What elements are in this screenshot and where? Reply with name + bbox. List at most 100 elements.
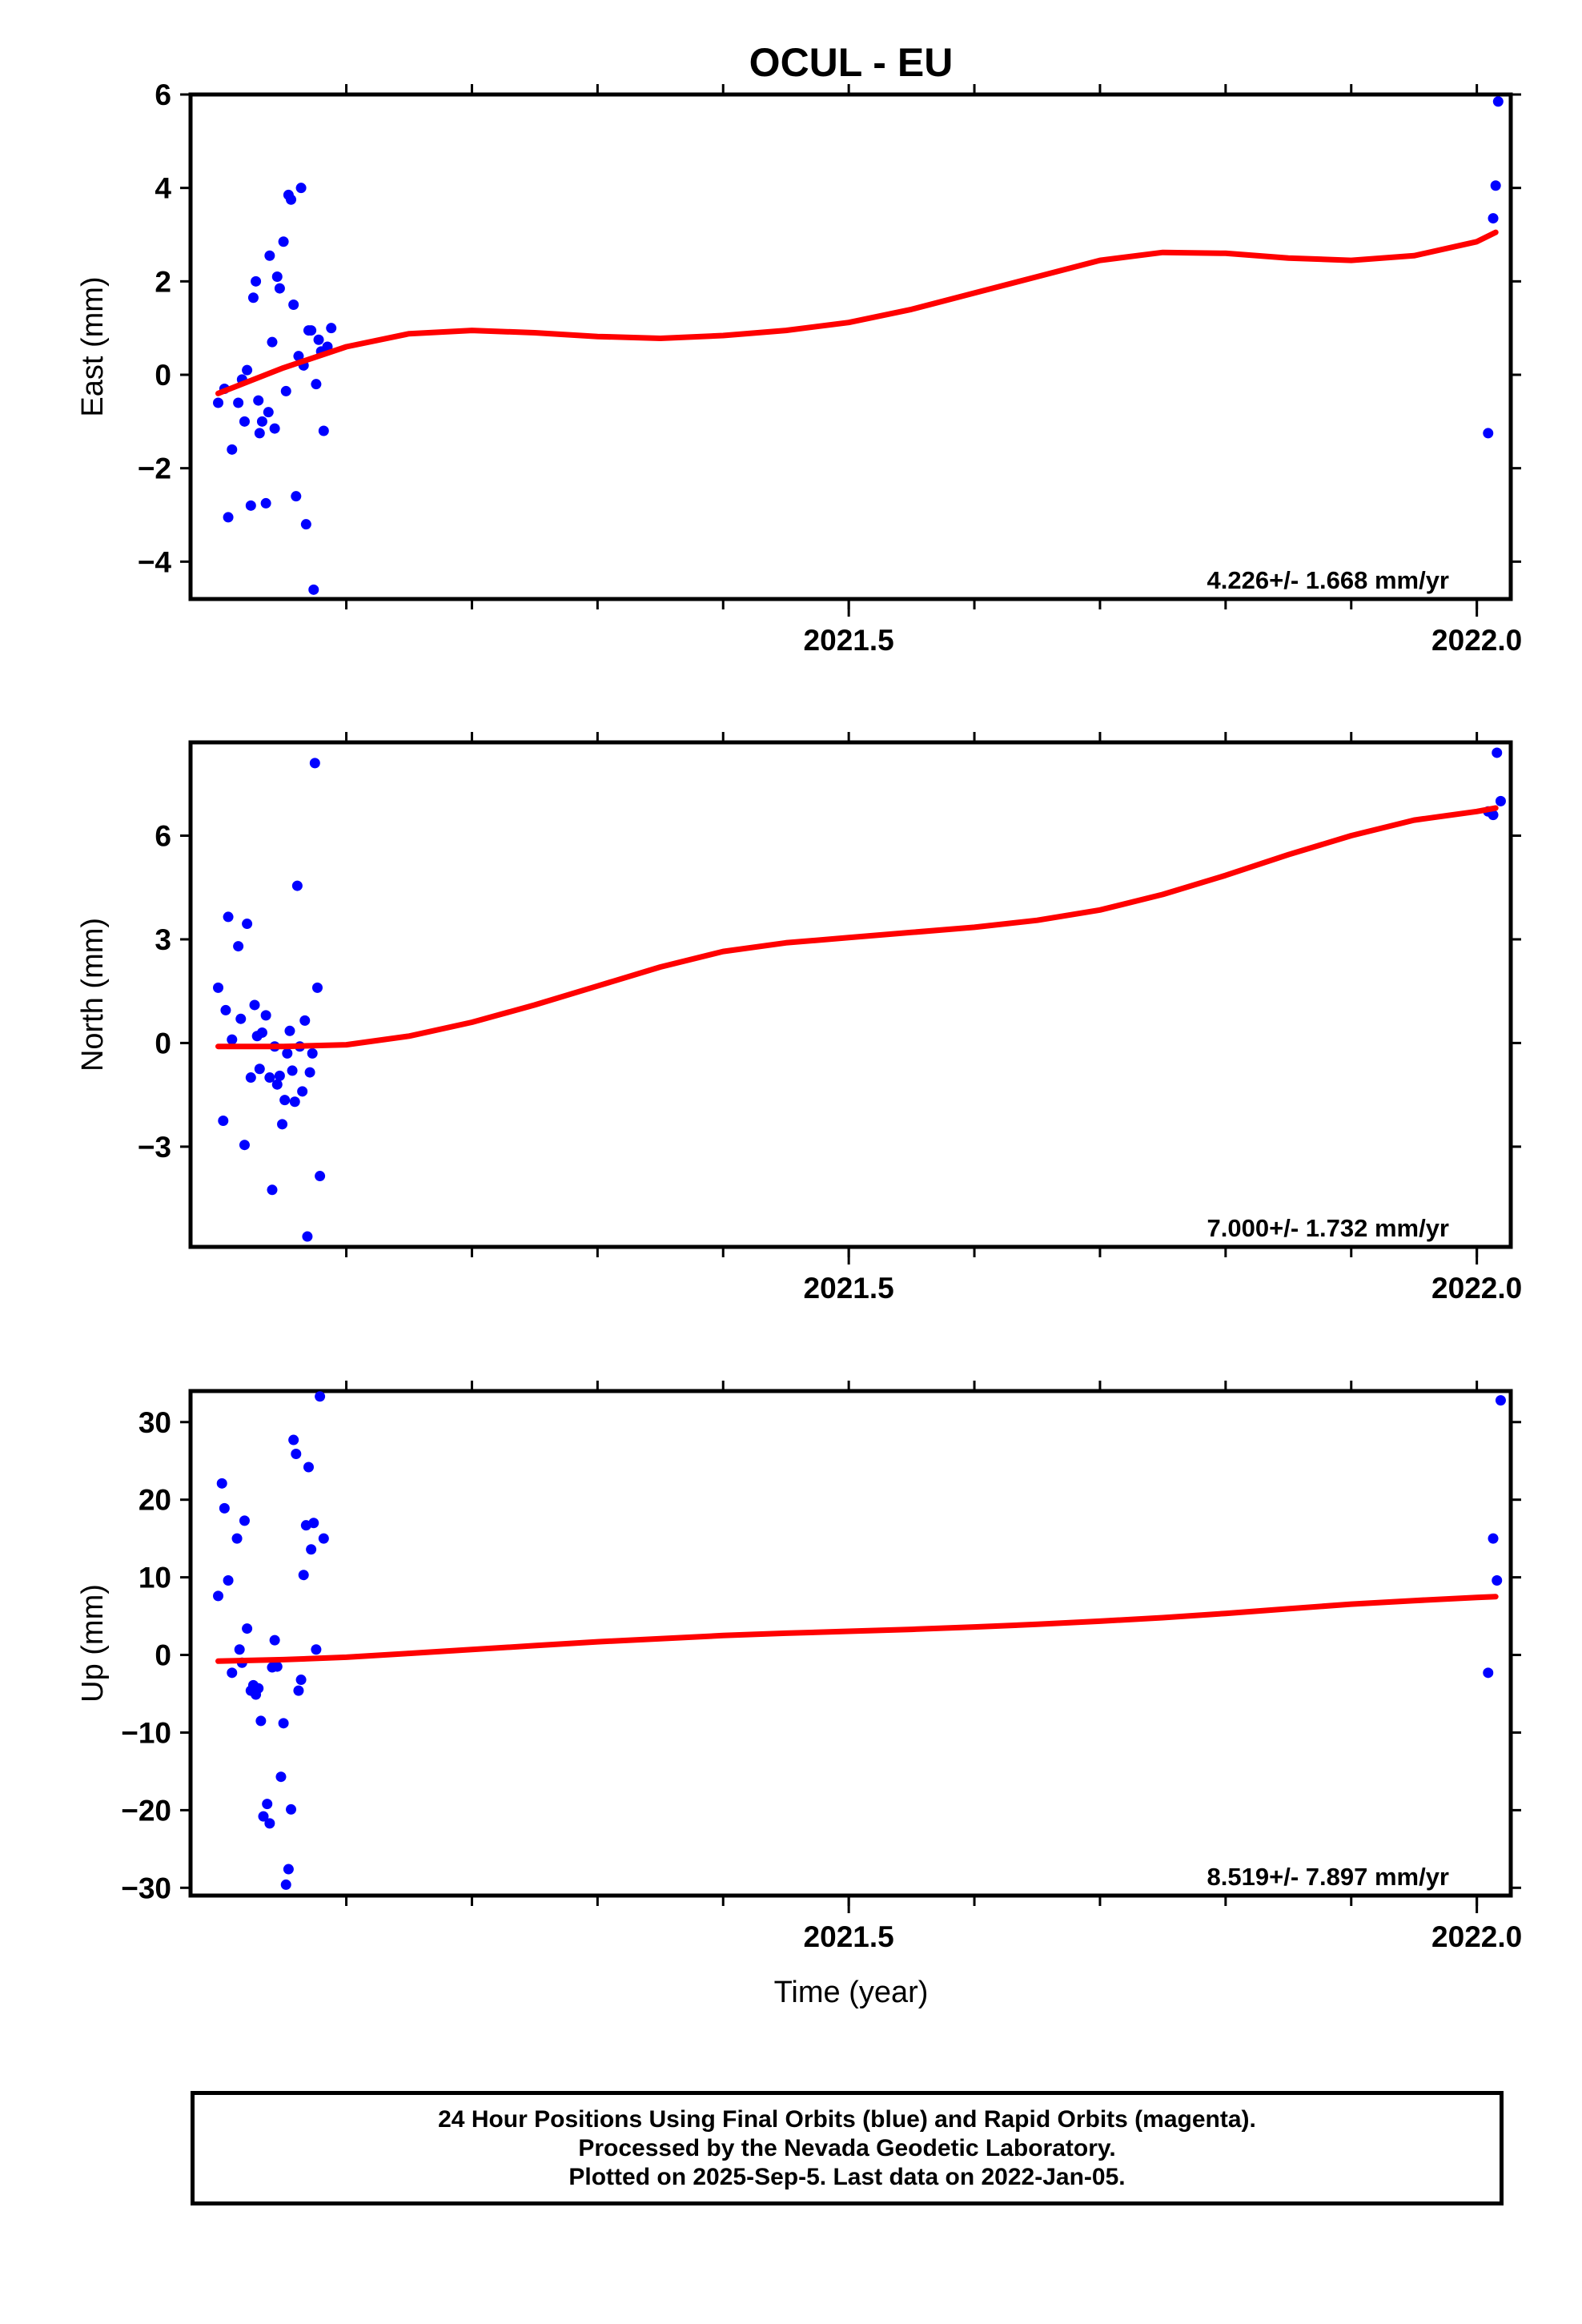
north-data-point — [1495, 795, 1506, 806]
north-data-point — [1492, 747, 1503, 758]
panel-up: −30 −20 −10 0 10 20 30 2021.5 2022.0 Up (mm) 8.519… — [76, 1381, 1522, 1953]
up-data-point — [253, 1683, 264, 1694]
up-x-tick-label: 2021.5 — [804, 1920, 894, 1953]
east-data-point — [251, 275, 262, 287]
east-fit-line — [215, 229, 1499, 396]
up-y-tick-label: 20 — [139, 1484, 171, 1517]
up-data-point — [255, 1715, 267, 1727]
east-data-point — [300, 519, 311, 530]
north-data-point — [220, 1004, 231, 1015]
north-data-point — [304, 1067, 315, 1078]
up-y-tick-label: −10 — [121, 1716, 171, 1749]
east-y-tick-label: 6 — [155, 78, 171, 111]
north-data-point — [287, 1065, 298, 1076]
up-data-point — [288, 1434, 299, 1445]
up-data-point — [239, 1515, 250, 1526]
east-data-point — [1490, 180, 1501, 191]
up-plot-frame — [188, 1389, 1513, 1898]
up-data-point — [227, 1667, 238, 1679]
up-data-point — [262, 1799, 273, 1810]
up-y-tick-label: −30 — [121, 1872, 171, 1904]
north-data-point — [1488, 810, 1499, 821]
east-data-point — [326, 323, 337, 334]
north-data-point — [223, 911, 234, 923]
east-y-tick-label: −4 — [138, 545, 172, 578]
north-data-point — [249, 999, 260, 1011]
north-data-point — [254, 1063, 265, 1075]
up-x-tick-label: 2022.0 — [1431, 1920, 1522, 1953]
north-data-point — [279, 1095, 291, 1106]
north-data-point — [311, 982, 323, 993]
up-data-point — [1495, 1395, 1506, 1406]
up-data-point — [231, 1533, 243, 1544]
up-data-point — [271, 1661, 283, 1672]
east-data-point — [271, 271, 283, 282]
up-data-point — [275, 1771, 287, 1783]
east-x-tick-label: 2022.0 — [1431, 624, 1522, 657]
up-data-point — [223, 1574, 234, 1586]
north-data-point — [271, 1079, 283, 1090]
east-y-tick-label: 2 — [155, 265, 171, 298]
east-data-point — [264, 250, 275, 261]
up-data-point — [278, 1718, 289, 1729]
north-data-point — [291, 880, 303, 891]
east-data-point — [291, 491, 302, 502]
north-rate-label: 7.000+/- 1.732 mm/yr — [1207, 1214, 1449, 1242]
north-data-point — [302, 1231, 313, 1242]
north-data-point — [218, 1116, 229, 1126]
east-data-point — [311, 379, 322, 390]
up-data-point — [315, 1391, 326, 1402]
up-data-point — [234, 1644, 245, 1655]
panel-north: −3 0 3 6 2021.5 2022.0 North (mm) 7.000+/- 1.73… — [76, 732, 1522, 1305]
east-data-point — [318, 425, 329, 436]
east-rate-label: 4.226+/- 1.668 mm/yr — [1207, 566, 1449, 594]
north-data-point — [233, 941, 244, 952]
east-data-point — [256, 416, 267, 427]
east-data-point — [242, 364, 253, 376]
up-data-point — [258, 1811, 269, 1822]
up-data-point — [308, 1518, 319, 1529]
caption-line-1: 24 Hour Positions Using Final Orbits (bl… — [438, 2105, 1256, 2133]
east-data-point — [278, 236, 289, 247]
east-data-point — [213, 397, 224, 408]
north-data-point — [227, 1034, 238, 1045]
east-y-tick-label: −2 — [138, 452, 171, 485]
north-data-point — [274, 1070, 285, 1081]
east-data-point — [293, 351, 304, 362]
up-rate-label: 8.519+/- 7.897 mm/yr — [1207, 1863, 1449, 1891]
up-data-point — [283, 1864, 294, 1875]
east-data-point — [267, 336, 278, 348]
up-data-point — [1483, 1667, 1494, 1679]
caption-box: 24 Hour Positions Using Final Orbits (bl… — [191, 2091, 1504, 2205]
north-data-point — [239, 1140, 250, 1151]
east-data-point — [233, 397, 244, 408]
up-data-point — [298, 1570, 309, 1581]
east-y-tick-label: 4 — [155, 172, 171, 205]
east-data-point — [1483, 428, 1494, 439]
up-y-tick-label: −20 — [121, 1794, 171, 1827]
east-data-point — [263, 407, 274, 418]
up-data-point — [293, 1685, 304, 1696]
up-data-point — [295, 1675, 307, 1686]
north-data-point — [245, 1072, 256, 1084]
east-data-point — [227, 444, 238, 455]
up-data-point — [1492, 1574, 1503, 1586]
east-data-point — [1492, 96, 1504, 107]
north-data-point — [289, 1096, 300, 1108]
east-data-point — [247, 292, 259, 304]
north-data-point — [309, 758, 320, 769]
north-data-point — [235, 1013, 247, 1024]
north-y-axis-label: North (mm) — [76, 918, 110, 1072]
east-data-point — [253, 395, 264, 406]
east-x-tick-label: 2021.5 — [804, 624, 894, 657]
up-data-point — [318, 1533, 329, 1544]
north-data-point — [260, 1010, 271, 1021]
north-y-tick-label: −3 — [138, 1131, 171, 1164]
up-y-tick-label: 30 — [139, 1406, 171, 1439]
caption-line-3: Plotted on 2025-Sep-5. Last data on 2022… — [568, 2163, 1126, 2190]
x-axis-label: Time (year) — [774, 1976, 929, 2009]
north-data-point — [256, 1027, 267, 1038]
up-data-point — [213, 1590, 224, 1602]
east-data-point — [254, 428, 265, 439]
